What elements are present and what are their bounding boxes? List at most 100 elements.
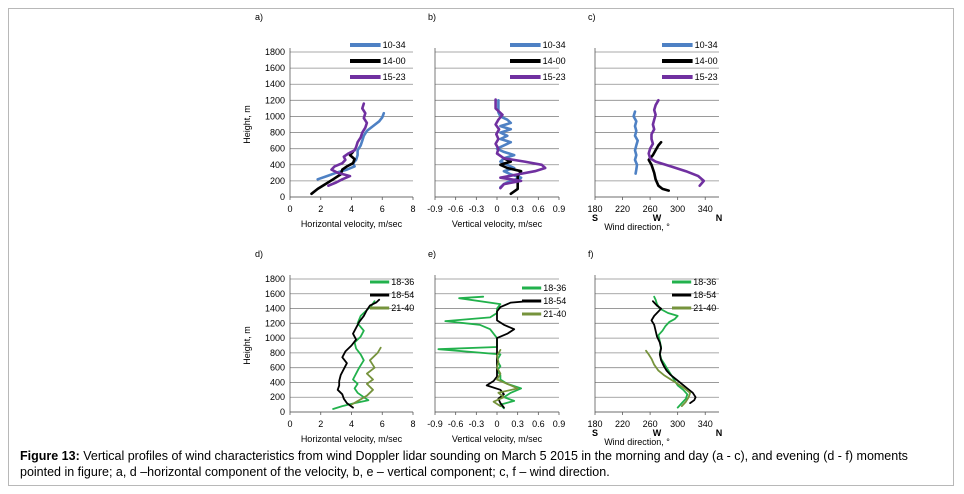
chart-2-x-tick-label: 0.3	[511, 204, 524, 214]
figure-frame	[8, 8, 954, 486]
chart-1-y-tick-label: 0	[280, 192, 285, 202]
chart-4-legend-label: 21-40	[391, 303, 414, 313]
chart-6-cardinal-label: W	[653, 428, 662, 438]
chart-6-x-tick-label: 340	[698, 419, 713, 429]
chart-5-x-tick-label: -0.3	[469, 419, 485, 429]
chart-3-legend-label: 15-23	[695, 72, 718, 82]
chart-5-x-tick-label: -0.6	[448, 419, 464, 429]
chart-4-y-axis-title: Height, m	[242, 326, 252, 365]
chart-1-series-10-34-line	[316, 111, 386, 181]
chart-6-legend-label: 18-36	[693, 277, 716, 287]
chart-1-y-tick-label: 1600	[265, 63, 285, 73]
chart-1-y-tick-label: 600	[270, 144, 285, 154]
chart-3-legend-label: 14-00	[695, 56, 718, 66]
chart-2-legend-label: 14-00	[543, 56, 566, 66]
chart-6-x-tick-label: 220	[615, 419, 630, 429]
caption-text: Vertical profiles of wind characteristic…	[20, 449, 908, 479]
chart-6-series-18-54-line	[650, 300, 697, 405]
chart-5-series-18-54-line	[485, 300, 529, 409]
chart-5-x-axis-title: Vertical velocity, m/sec	[452, 434, 543, 444]
chart-5-x-tick-label: 0.3	[511, 419, 524, 429]
chart-2-series-15-23-line	[494, 98, 547, 190]
chart-2-x-tick-label: 0.6	[532, 204, 545, 214]
chart-3-x-tick-label: 300	[670, 204, 685, 214]
chart-6-cardinal-label: N	[716, 428, 723, 438]
chart-4-y-tick-label: 1800	[265, 274, 285, 284]
chart-4-y-tick-label: 1600	[265, 289, 285, 299]
chart-4-x-tick-label: 2	[318, 419, 323, 429]
chart-6-legend-label: 21-40	[693, 303, 716, 313]
chart-2-series-14-00-line	[499, 157, 523, 196]
chart-4-y-tick-label: 0	[280, 407, 285, 417]
chart-5-x-tick-label: 0.9	[553, 419, 566, 429]
chart-6-cardinal-label: S	[592, 428, 598, 438]
chart-2-x-axis-title: Vertical velocity, m/sec	[452, 219, 543, 229]
chart-5-panel-label: e)	[428, 249, 436, 259]
chart-1-x-tick-label: 4	[349, 204, 354, 214]
chart-4-series-18-36-line	[332, 300, 376, 410]
chart-1-y-axis-title: Height, m	[242, 105, 252, 144]
chart-5-series-18-36-line	[437, 295, 522, 410]
chart-5-x-tick-label: 0	[494, 419, 499, 429]
chart-1-y-tick-label: 200	[270, 176, 285, 186]
figure-caption: Figure 13: Vertical profiles of wind cha…	[20, 448, 950, 480]
chart-3-cardinal-label: W	[653, 213, 662, 223]
chart-1-y-tick-label: 400	[270, 160, 285, 170]
chart-4-x-axis-title: Horizontal velocity, m/sec	[301, 434, 403, 444]
chart-6-series-18-36-line	[653, 295, 689, 409]
chart-6-legend-label: 18-54	[693, 290, 716, 300]
chart-5-series-21-40-line	[492, 348, 519, 408]
chart-3-panel-label: c)	[588, 12, 596, 22]
chart-2-x-tick-label: -0.9	[427, 204, 443, 214]
chart-4-panel-label: d)	[255, 249, 263, 259]
chart-6-x-tick-label: 180	[587, 419, 602, 429]
chart-1-x-tick-label: 2	[318, 204, 323, 214]
chart-4-x-tick-label: 0	[287, 419, 292, 429]
chart-4-y-tick-label: 1000	[265, 333, 285, 343]
chart-4-y-tick-label: 1200	[265, 318, 285, 328]
chart-4-series-21-40-line	[350, 346, 382, 406]
chart-1-panel-label: a)	[255, 12, 263, 22]
chart-3-series-14-00-line	[647, 140, 671, 192]
caption-label: Figure 13:	[20, 449, 80, 463]
chart-1-y-tick-label: 1000	[265, 111, 285, 121]
chart-3-series-15-23-line	[647, 99, 706, 187]
chart-5-legend-label: 18-54	[543, 296, 566, 306]
chart-3-cardinal-label: N	[716, 213, 723, 223]
chart-2-x-tick-label: 0.9	[553, 204, 566, 214]
chart-4-y-tick-label: 200	[270, 392, 285, 402]
chart-6-x-tick-label: 260	[643, 419, 658, 429]
chart-6-panel-label: f)	[588, 249, 594, 259]
chart-5-legend-label: 21-40	[543, 309, 566, 319]
chart-4-legend-label: 18-36	[391, 277, 414, 287]
chart-2-panel-label: b)	[428, 12, 436, 22]
chart-1-series-14-00-line	[310, 150, 356, 196]
chart-4-y-tick-label: 600	[270, 363, 285, 373]
chart-4-x-tick-label: 8	[410, 419, 415, 429]
chart-2-legend-label: 15-23	[543, 72, 566, 82]
chart-4-y-tick-label: 800	[270, 348, 285, 358]
chart-6-series-21-40-line	[645, 349, 691, 408]
chart-1-x-axis-title: Horizontal velocity, m/sec	[301, 219, 403, 229]
chart-1-legend-label: 15-23	[383, 72, 406, 82]
chart-6-x-tick-label: 300	[670, 419, 685, 429]
chart-3-series-10-34-line	[632, 110, 640, 175]
chart-1-series-15-23-line	[327, 102, 369, 187]
chart-2-x-tick-label: -0.3	[469, 204, 485, 214]
chart-2-legend-label: 10-34	[543, 40, 566, 50]
chart-1-x-tick-label: 6	[380, 204, 385, 214]
chart-4-series-18-54-line	[336, 298, 381, 409]
chart-4-y-tick-label: 400	[270, 377, 285, 387]
chart-5-x-tick-label: -0.9	[427, 419, 443, 429]
chart-4-x-tick-label: 6	[380, 419, 385, 429]
chart-1-x-tick-label: 0	[287, 204, 292, 214]
chart-4-x-tick-label: 4	[349, 419, 354, 429]
chart-3-legend-label: 10-34	[695, 40, 718, 50]
chart-1-legend-label: 10-34	[383, 40, 406, 50]
chart-3-x-axis-title: Wind direction, °	[604, 222, 670, 232]
chart-5-legend-label: 18-36	[543, 283, 566, 293]
chart-3-x-tick-label: 260	[643, 204, 658, 214]
chart-3-x-tick-label: 180	[587, 204, 602, 214]
chart-1-y-tick-label: 1200	[265, 95, 285, 105]
chart-1-y-tick-label: 800	[270, 128, 285, 138]
